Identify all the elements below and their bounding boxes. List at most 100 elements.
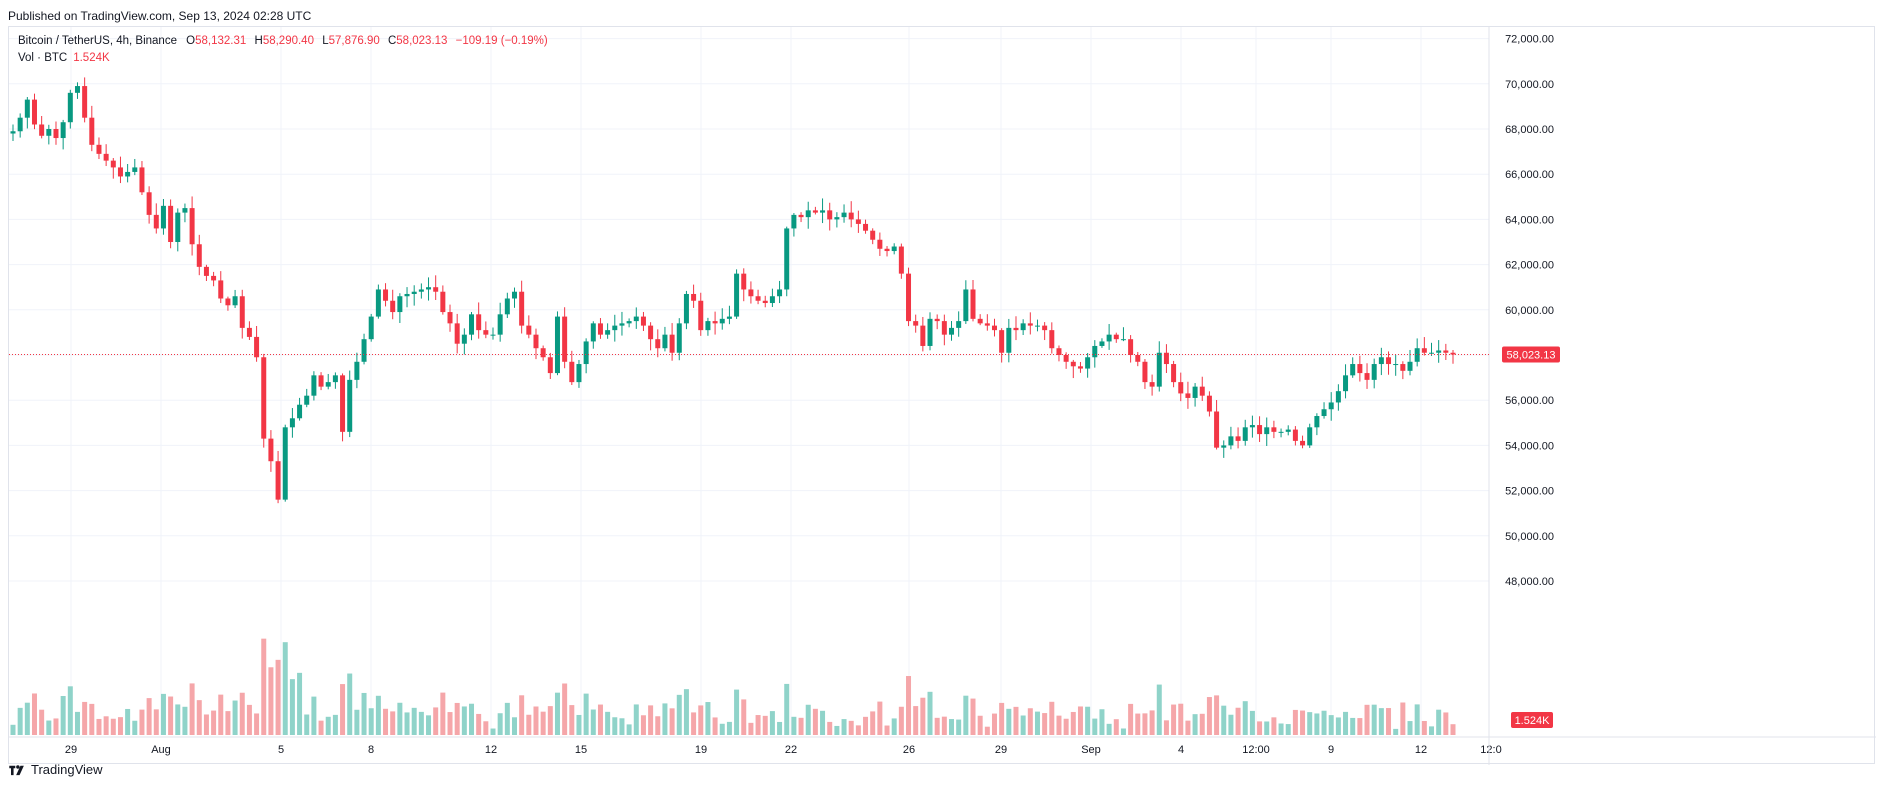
tradingview-logo[interactable]: TradingView xyxy=(8,762,103,777)
volume-bar xyxy=(1364,704,1370,735)
candle-body xyxy=(1006,327,1012,353)
candle-body xyxy=(1049,330,1055,349)
y-tick-label: 64,000.00 xyxy=(1505,214,1554,226)
volume-bar xyxy=(562,683,568,735)
candle-body xyxy=(1386,357,1392,365)
candle-body xyxy=(511,291,517,299)
volume-bar xyxy=(289,679,295,735)
candle-body xyxy=(254,336,260,358)
volume-bar xyxy=(1206,697,1212,735)
candle-body xyxy=(132,167,138,172)
volume-bar xyxy=(125,708,131,735)
candle-body xyxy=(1214,411,1220,448)
candle-body xyxy=(404,293,410,297)
volume-bar xyxy=(691,712,697,735)
volume-bar xyxy=(1185,720,1191,735)
volume-bar xyxy=(304,714,310,735)
volume-bar xyxy=(1178,703,1184,735)
volume-bar xyxy=(583,693,589,735)
candle-body xyxy=(820,210,826,213)
volume-bar xyxy=(1314,713,1320,735)
volume-bar xyxy=(1171,704,1177,735)
candle-body xyxy=(956,321,962,328)
volume-bar xyxy=(1070,711,1076,735)
volume-bar xyxy=(884,725,890,735)
y-tick-label: 54,000.00 xyxy=(1505,440,1554,452)
volume-bar xyxy=(203,714,209,735)
candle-body xyxy=(597,323,603,335)
x-tick-label: 22 xyxy=(785,744,797,756)
volume-bar xyxy=(196,700,202,735)
last-price-tag xyxy=(1502,346,1560,363)
volume-bar xyxy=(755,715,761,735)
volume-bar xyxy=(977,715,983,735)
volume-bar xyxy=(1249,710,1255,735)
volume-bar xyxy=(153,709,159,735)
last-volume-label: 1.524K xyxy=(1515,715,1551,727)
volume-bar xyxy=(748,722,754,735)
volume-bar xyxy=(1006,708,1012,735)
candle-body xyxy=(827,210,833,220)
candle-body xyxy=(211,275,217,281)
volume-bar xyxy=(332,714,338,735)
candle-body xyxy=(1436,350,1442,353)
volume-bar xyxy=(848,720,854,735)
candle-body xyxy=(225,298,231,306)
volume-bar xyxy=(526,714,532,735)
volume-bar xyxy=(554,692,560,735)
volume-bar xyxy=(769,711,775,735)
candle-body xyxy=(289,418,295,428)
candlestick-chart[interactable]: 72,000.00 70,000.00 68,000.00 66,000.00 64,0… xyxy=(9,27,1876,765)
volume-bar xyxy=(1156,684,1162,735)
volume-bar xyxy=(970,698,976,735)
candle-body xyxy=(640,316,646,326)
volume-bar xyxy=(1378,708,1384,735)
candle-body xyxy=(1400,364,1406,371)
volume-bar xyxy=(633,704,639,735)
candle-body xyxy=(332,375,338,383)
volume-bar xyxy=(669,708,675,735)
volume-bar xyxy=(1056,715,1062,735)
candle-body xyxy=(153,214,159,229)
candle-body xyxy=(504,298,510,315)
volume-bar xyxy=(1027,708,1033,735)
volume-bar xyxy=(1163,720,1169,735)
x-tick-label: 19 xyxy=(695,744,707,756)
volume-bar xyxy=(1099,709,1105,735)
volume-bar xyxy=(67,686,73,735)
last-volume-tag xyxy=(1511,712,1553,728)
volume-bar xyxy=(368,708,374,735)
volume-bar xyxy=(1113,719,1119,735)
x-tick-label: 15 xyxy=(575,744,587,756)
volume-bar xyxy=(533,706,539,735)
candle-body xyxy=(590,323,596,342)
candle-body xyxy=(74,86,80,93)
candle-body xyxy=(39,124,45,136)
volume-bar xyxy=(397,702,403,735)
volume-bar xyxy=(60,695,66,735)
chart-area[interactable]: 72,000.00 70,000.00 68,000.00 66,000.00 64,0… xyxy=(8,26,1876,765)
volume-bar xyxy=(1335,717,1341,735)
close-value: 58,023.13 xyxy=(396,35,448,47)
volume-bar xyxy=(1421,720,1427,735)
y-tick-label: 60,000.00 xyxy=(1505,305,1554,317)
volume-bar xyxy=(325,716,331,735)
volume-bar xyxy=(1092,718,1098,735)
volume-bar xyxy=(168,696,174,735)
candle-body xyxy=(1070,361,1076,367)
volume-value: 1.524K xyxy=(73,52,110,64)
low-label: L xyxy=(322,35,329,47)
candle-body xyxy=(1199,386,1205,396)
candle-body xyxy=(705,321,711,331)
volume-bar xyxy=(1228,714,1234,735)
last-price-label: 58,023.13 xyxy=(1507,349,1556,361)
volume-bar xyxy=(662,703,668,735)
candle-body xyxy=(877,239,883,249)
candle-body xyxy=(418,289,424,292)
candle-body xyxy=(1257,425,1263,435)
candle-body xyxy=(461,334,467,344)
volume-bar xyxy=(920,697,926,735)
volume-bar xyxy=(261,638,267,735)
candle-body xyxy=(662,334,668,349)
candle-body xyxy=(318,375,324,387)
